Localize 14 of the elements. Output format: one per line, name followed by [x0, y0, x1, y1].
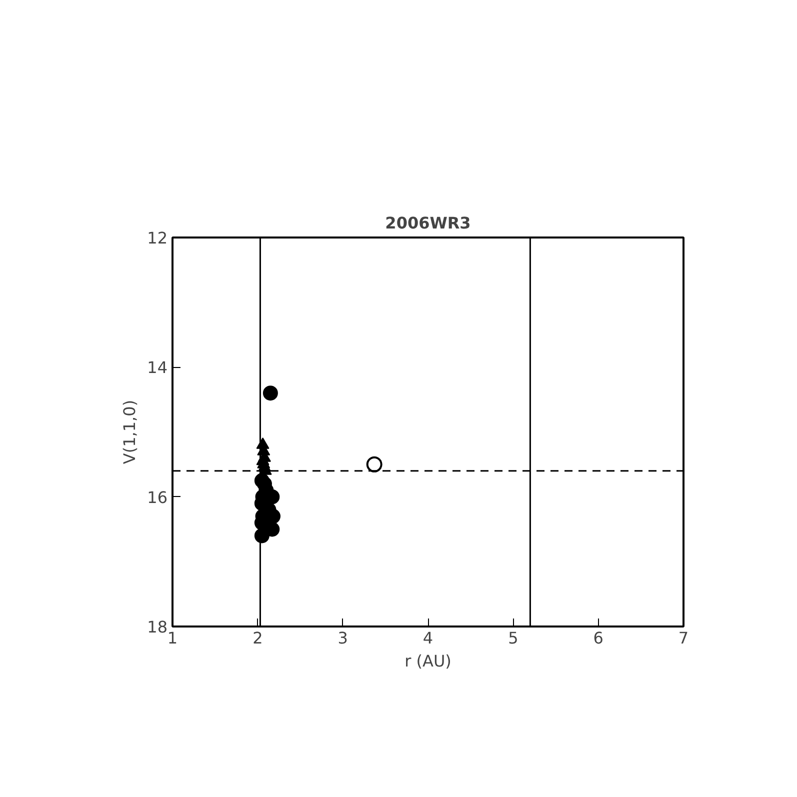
x-tick-label: 7: [678, 628, 689, 648]
y-tick-label: 12: [147, 228, 168, 248]
x-tick-label: 5: [508, 628, 518, 648]
y-tick-label: 16: [147, 488, 168, 507]
chart-title: 2006WR3: [385, 214, 471, 232]
x-tick-label: 1: [167, 628, 178, 648]
x-tick-label: 4: [422, 628, 434, 648]
x-axis-title: r (AU): [404, 652, 452, 670]
y-tick-label: 14: [147, 358, 168, 378]
y-axis-title: V(1,1,0): [120, 400, 140, 464]
y-tick-label: 18: [147, 618, 168, 636]
x-tick-label: 6: [593, 628, 604, 648]
x-tick-label: 3: [338, 628, 348, 648]
x-tick-label: 2: [252, 628, 263, 648]
